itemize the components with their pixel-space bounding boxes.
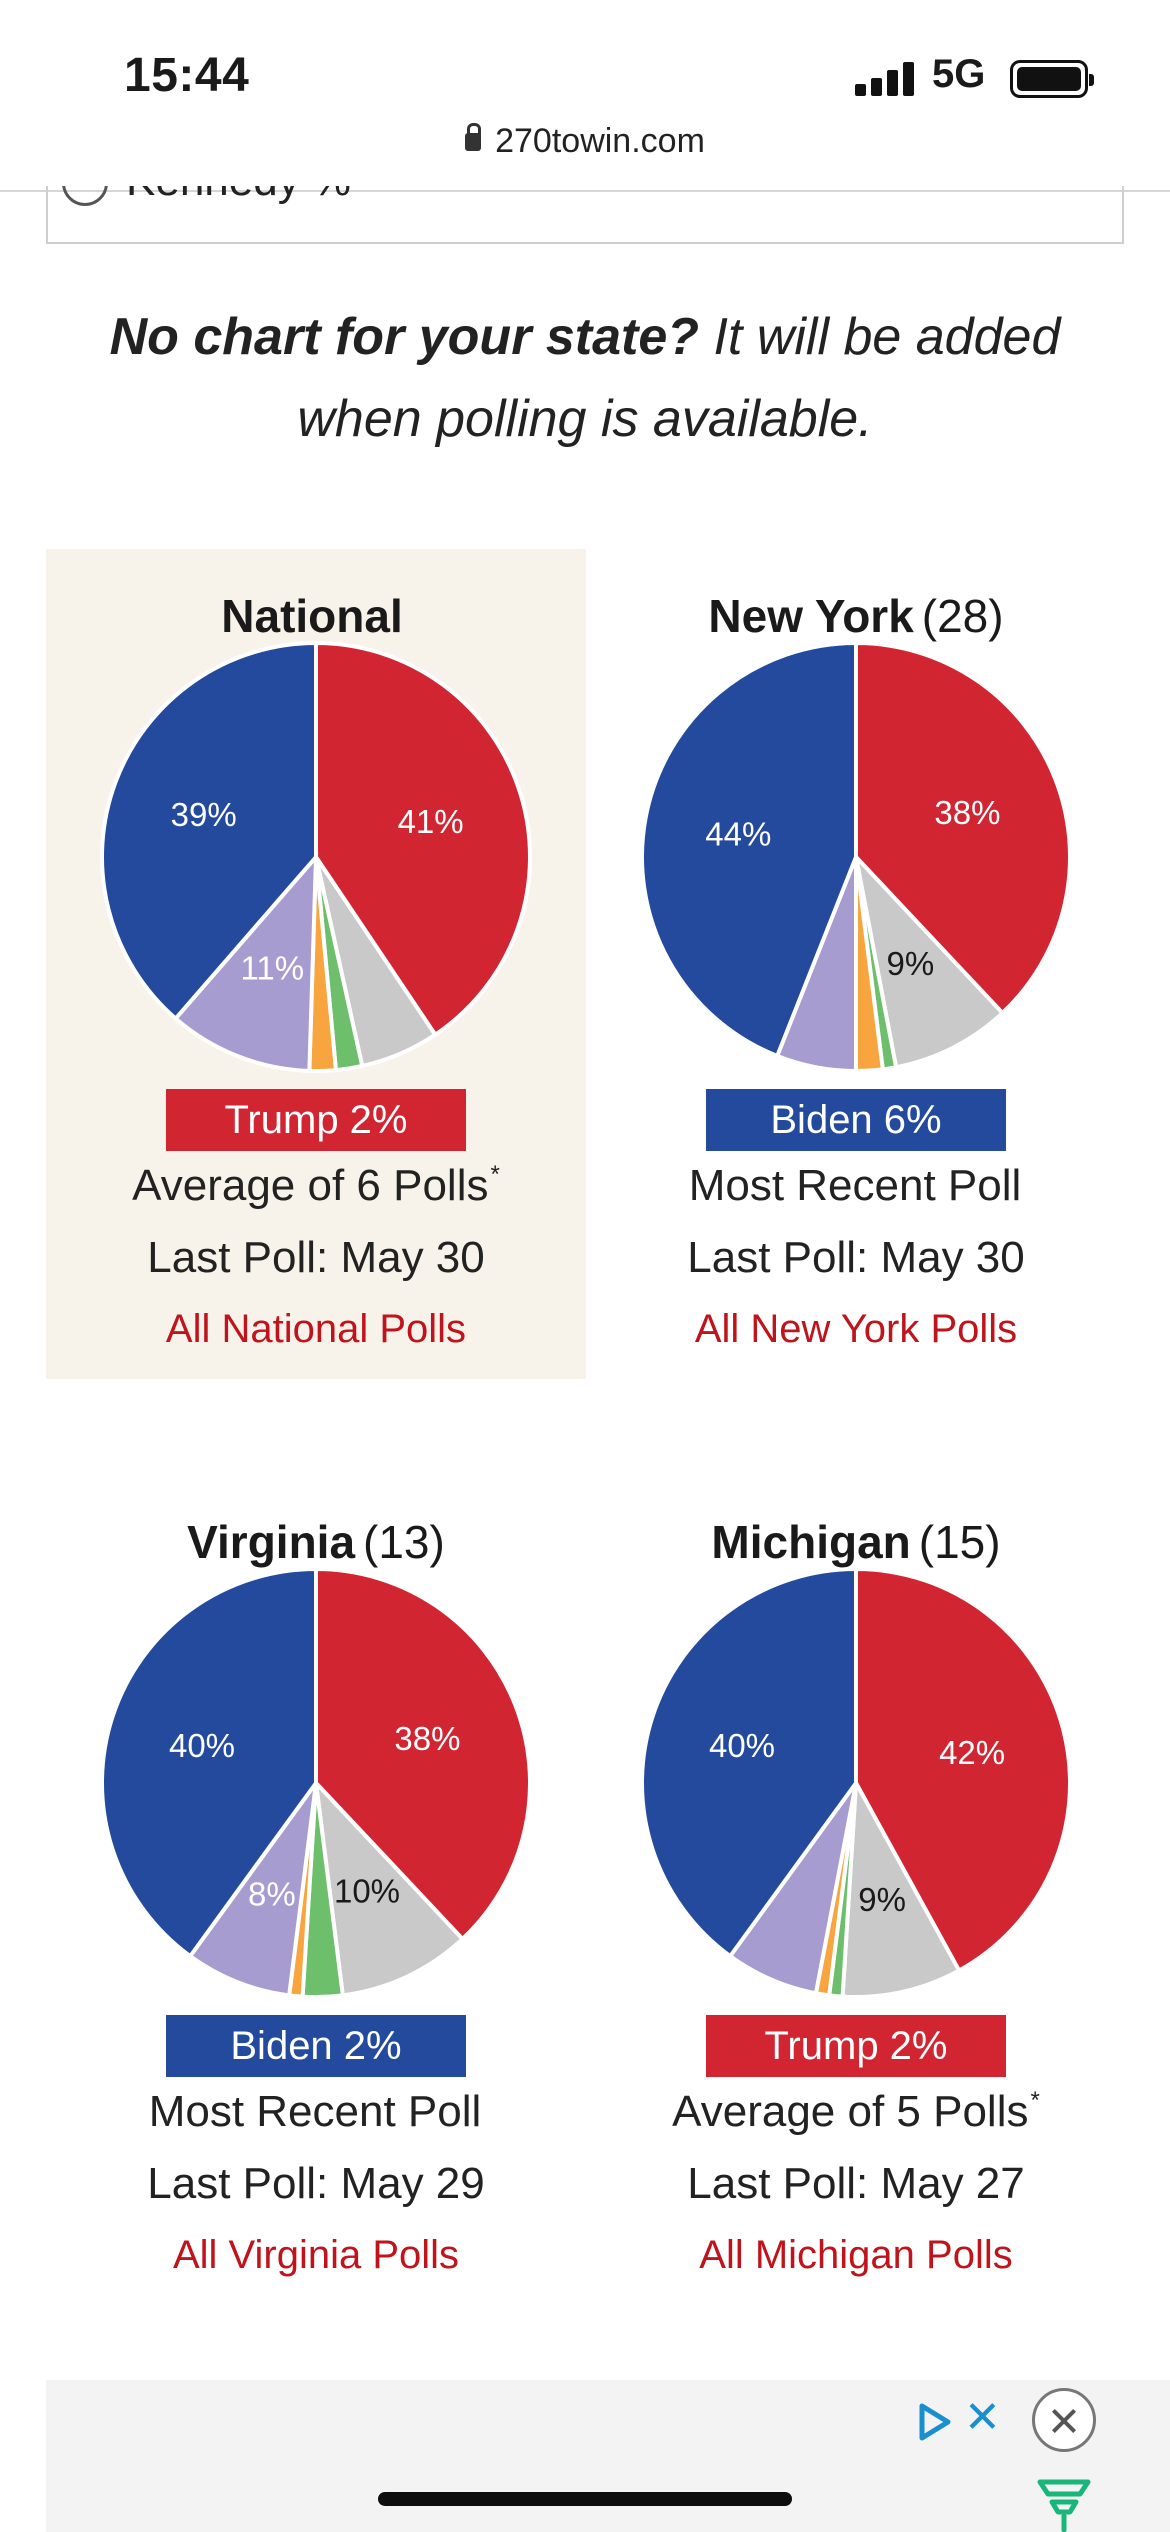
lock-icon [465,123,482,151]
network-type: 5G [932,52,986,96]
trump-slice[interactable] [854,1566,1073,1974]
poll-description-text: Average of 5 Polls [672,2087,1029,2136]
card-title: New York (28) [586,589,1126,643]
slice-label: 44% [705,816,771,853]
poll-pie-chart[interactable]: 38% 10% 8% 40% [98,1565,534,2001]
close-ad-button[interactable] [1032,2388,1096,2452]
address-bar[interactable]: 270towin.com [0,122,1170,161]
ad-brand-logo [1037,2479,1091,2532]
kennedy-slice[interactable] [187,1781,318,1998]
electoral-votes: (15) [918,1516,1001,1568]
leader-badge: Biden 2% [166,2015,466,2077]
poll-pie-chart[interactable]: 42% 9% 40% [638,1565,1074,2001]
biden-slice[interactable] [100,1566,318,1959]
slice-label: 38% [934,794,1000,831]
footnote-asterisk: * [490,1161,500,1188]
radio-button[interactable] [62,186,108,207]
poll-description: Average of 5 Polls* [586,2087,1126,2137]
all-polls-link[interactable]: All National Polls [165,1307,467,1351]
poll-description-text: Average of 6 Polls [132,1161,489,1210]
kennedy-option[interactable]: Kennedy % [62,186,351,207]
slice-label: 11% [240,950,304,987]
status-time: 15:44 [124,49,250,102]
slice-label: 9% [887,945,935,982]
slice-label: 40% [709,1727,775,1764]
status-bar: 15:44 5G [0,0,1170,118]
poll-description: Average of 6 Polls* [46,1161,586,1211]
poll-card-virginia[interactable]: Virginia (13) 38% 10% 8% 40% Biden 2% Most R… [46,1475,586,2305]
slice-label: 40% [169,1727,235,1764]
slice-label: 42% [939,1734,1005,1771]
trump-slice[interactable] [314,640,532,1038]
leader-badge: Trump 2% [166,1089,466,1151]
last-poll-date: Last Poll: May 27 [687,2159,1025,2208]
trump-slice[interactable] [314,1566,532,1942]
battery-icon [1010,60,1094,98]
poll-description-text: Most Recent Poll [148,2087,482,2136]
ad-choices-icon[interactable] [912,2400,956,2444]
electoral-votes: (28) [921,590,1004,642]
url-text: 270towin.com [495,122,705,160]
poll-pie-chart[interactable]: 38% 9% 44% [638,639,1074,1075]
poll-card-michigan[interactable]: Michigan (15) 42% 9% 40% Trump 2% Average o… [586,1475,1126,2305]
last-poll-date: Last Poll: May 29 [147,2159,485,2208]
kennedy-option-label: Kennedy % [126,186,351,205]
poll-description: Most Recent Poll [46,2087,586,2137]
home-indicator [378,2492,792,2506]
slice-label: 10% [334,1872,400,1909]
poll-form-box: Kennedy % [46,186,1124,244]
slice-label: 41% [398,803,464,840]
state-name: National [221,590,403,642]
undecided-slice[interactable] [852,850,1006,1070]
poll-card-national[interactable]: National 41% 11% 39% Trump 2% Average of 6… [46,549,586,1379]
slice-label: 39% [171,796,237,833]
card-title: Michigan (15) [586,1515,1126,1569]
toolbar-divider [0,190,1170,192]
state-name: Virginia [187,1516,356,1568]
footnote-asterisk: * [1030,2087,1040,2114]
poll-description-text: Most Recent Poll [688,1161,1022,1210]
card-title: Virginia (13) [46,1515,586,1569]
poll-card-new-york[interactable]: New York (28) 38% 9% 44% Biden 6% Most Rece… [586,549,1126,1379]
last-poll-date: Last Poll: May 30 [687,1233,1025,1282]
signal-icon [855,62,915,96]
slice-label: 8% [248,1875,296,1912]
electoral-votes: (13) [363,1516,445,1568]
notice-bold: No chart for your state? [109,308,700,366]
all-polls-link[interactable]: All Virginia Polls [172,2233,460,2277]
leader-badge: Trump 2% [706,2015,1006,2077]
kennedy-slice[interactable] [172,851,319,1073]
ad-banner[interactable]: ✕ [46,2380,1170,2532]
state-name: New York [708,590,914,642]
undecided-slice[interactable] [840,1776,962,1999]
card-title: National [46,589,586,643]
biden-slice[interactable] [640,640,858,1059]
all-polls-link[interactable]: All New York Polls [694,1307,1018,1351]
trump-slice[interactable] [854,640,1072,1016]
all-polls-link[interactable]: All Michigan Polls [699,2233,1013,2277]
state-name: Michigan [711,1516,911,1568]
slice-label: 9% [858,1881,906,1918]
leader-badge: Biden 6% [706,1089,1006,1151]
no-chart-notice: No chart for your state? It will be adde… [60,296,1110,460]
last-poll-date: Last Poll: May 30 [147,1233,485,1282]
poll-pie-chart[interactable]: 41% 11% 39% [98,639,534,1075]
biden-slice[interactable] [640,1566,858,1959]
poll-description: Most Recent Poll [586,1161,1126,1211]
slice-label: 38% [394,1720,460,1757]
notice-text: It will be added when polling is availab… [297,308,1061,448]
biden-slice[interactable] [100,640,318,1022]
undecided-slice[interactable] [313,1777,466,1998]
ad-dismiss-icon[interactable]: ✕ [964,2393,1001,2442]
